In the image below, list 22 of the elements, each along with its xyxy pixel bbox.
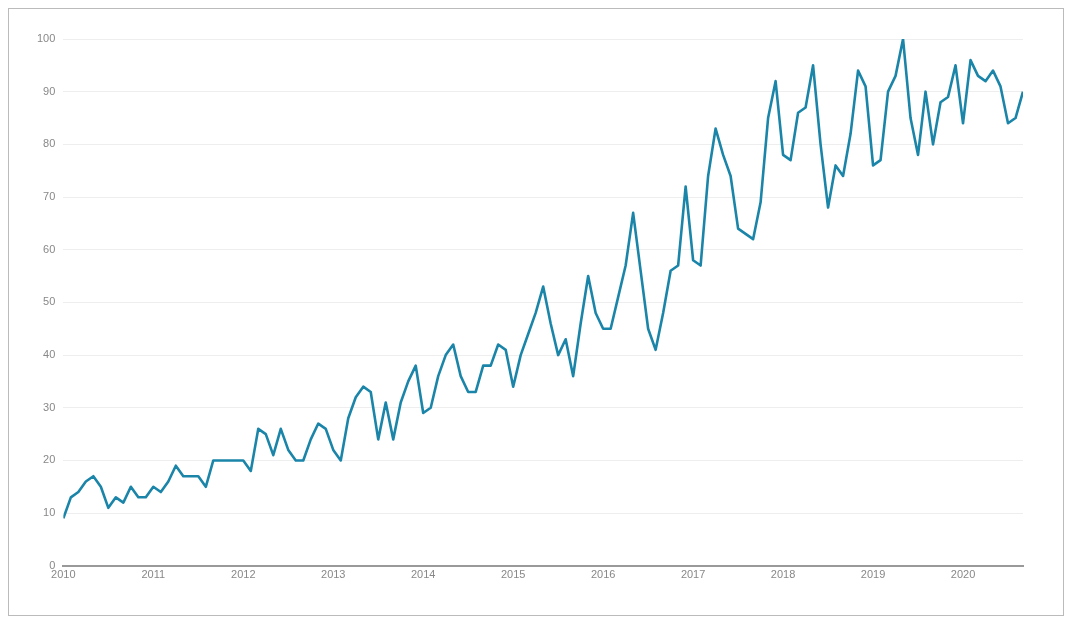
x-tick-label: 2019: [860, 568, 886, 581]
y-tick-label: 30: [43, 400, 56, 413]
x-tick-label: 2012: [231, 568, 256, 581]
x-tick-label: 2011: [141, 568, 166, 581]
y-tick-label: 50: [43, 295, 56, 308]
x-tick-label: 2015: [500, 568, 526, 581]
y-tick-label: 0: [49, 558, 56, 571]
x-tick-label: 2016: [590, 568, 616, 581]
x-tick-label: 2018: [770, 568, 796, 581]
y-tick-label: 20: [43, 453, 56, 466]
y-tick-label: 60: [43, 242, 56, 255]
x-tick-label: 2013: [321, 568, 346, 581]
x-tick-label: 2020: [950, 568, 976, 581]
x-tick-label: 2014: [410, 568, 436, 581]
x-tick-label: 2010: [51, 568, 76, 581]
x-tick-label: 2017: [680, 568, 706, 581]
y-tick-label: 10: [43, 506, 56, 519]
y-tick-label: 70: [43, 190, 56, 203]
y-tick-label: 100: [36, 32, 56, 45]
y-tick-label: 90: [43, 84, 56, 97]
y-tick-label: 40: [43, 348, 56, 361]
y-tick-label: 80: [43, 137, 56, 150]
